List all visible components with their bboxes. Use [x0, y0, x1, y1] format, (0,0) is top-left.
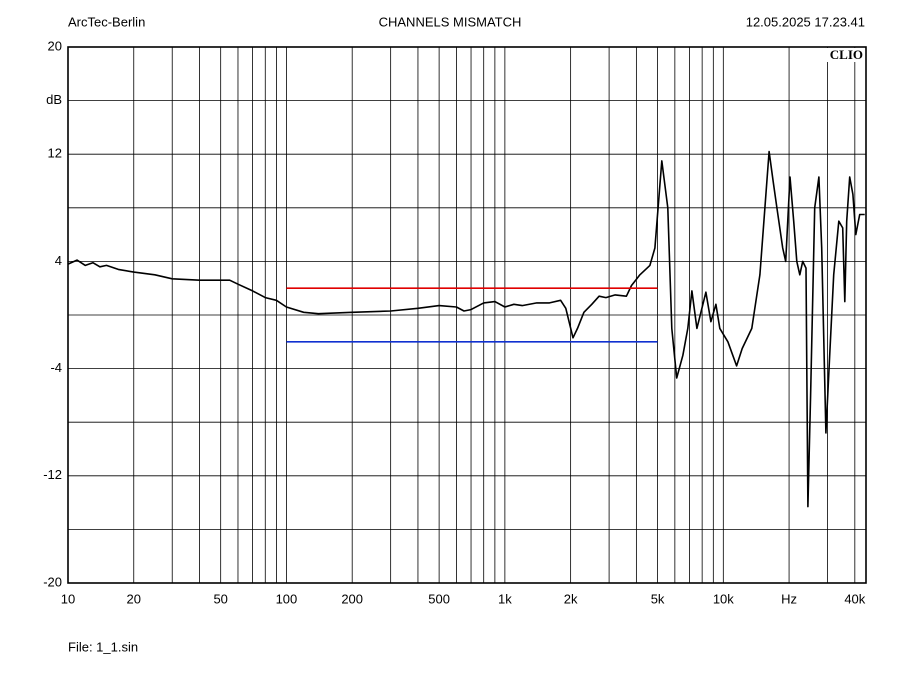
brand: CLIO: [830, 47, 863, 62]
x-tick-label: 40k: [844, 591, 865, 606]
header-right: 12.05.2025 17.23.41: [746, 14, 865, 29]
x-tick-label: 10: [61, 591, 75, 606]
x-tick-label: 500: [428, 591, 450, 606]
y-tick-label: 20: [48, 38, 62, 53]
x-tick-label: 20: [127, 591, 141, 606]
x-tick-label: 50: [213, 591, 227, 606]
y-tick-label: -12: [43, 467, 62, 482]
x-tick-label: 1k: [498, 591, 512, 606]
x-tick-label: 2k: [564, 591, 578, 606]
y-tick-label: dB: [46, 92, 62, 107]
x-tick-label: 10k: [713, 591, 734, 606]
footer: File: 1_1.sin: [68, 639, 138, 654]
x-tick-label: Hz: [781, 591, 797, 606]
x-tick-label: 100: [276, 591, 298, 606]
brand-bg: [826, 48, 865, 62]
x-tick-label: 5k: [651, 591, 665, 606]
curve: [67, 150, 865, 508]
y-tick-label: -4: [50, 360, 62, 375]
y-tick-label: 12: [48, 146, 62, 161]
y-tick-label: 4: [55, 253, 62, 268]
chart-title: CHANNELS MISMATCH: [379, 14, 522, 29]
x-tick-label: 200: [341, 591, 363, 606]
y-tick-label: -20: [43, 574, 62, 589]
plot-frame: [67, 46, 867, 584]
header-left: ArcTec-Berlin: [68, 14, 145, 29]
